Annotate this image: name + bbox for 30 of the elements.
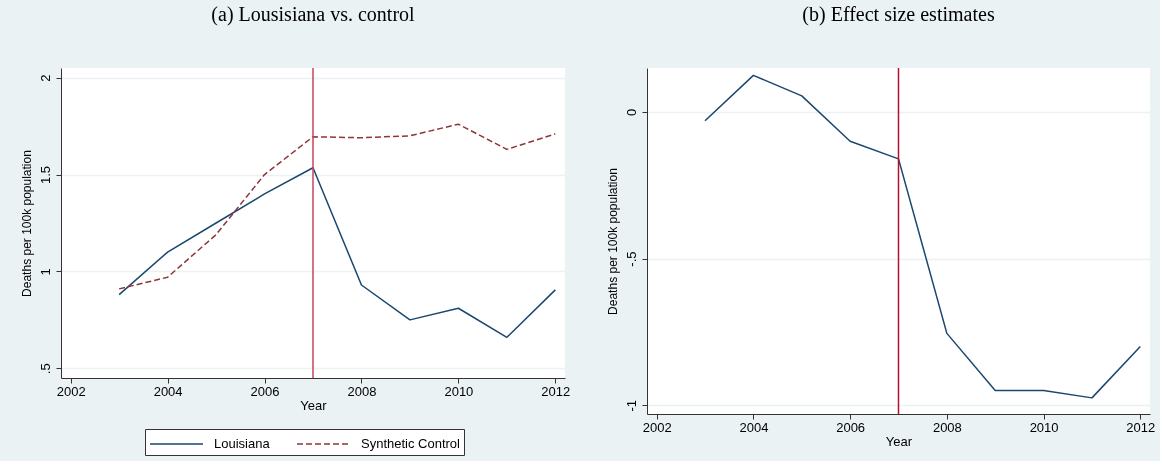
x-tick-label: 2006 [836,419,866,435]
x-tick-label: 2004 [153,383,183,399]
y-tick-label: 1 [37,268,53,276]
x-axis-title: Year [300,397,328,413]
x-axis-title: Year [885,433,913,449]
x-tick-label: 2008 [932,419,962,435]
legend-label: Synthetic Control [361,436,461,451]
y-tick-label: 2 [37,74,53,82]
x-tick-label: 2012 [541,383,571,399]
y-tick-label: .5 [37,363,53,375]
y-tick-label: -1 [623,399,639,412]
x-tick-label: 2002 [56,383,86,399]
line-series [118,123,557,290]
chart-title: (a) Lousisiana vs. control [211,3,416,27]
chart-title: (b) Effect size estimates [802,3,995,27]
y-tick-label: 0 [623,108,639,117]
x-tick-label: 2004 [739,419,769,435]
x-tick-label: 2002 [642,419,672,435]
x-tick-label: 2010 [1029,419,1059,435]
x-tick-label: 2012 [1126,419,1156,435]
x-tick-label: 2008 [347,383,377,399]
line-series [704,74,1142,399]
y-axis-title: Deaths per 100k population [19,150,34,297]
line-series [118,167,557,339]
x-tick-label: 2010 [444,383,474,399]
legend-label: Louisiana [214,436,271,451]
x-tick-label: 2006 [250,383,280,399]
y-tick-label: -.5 [623,251,639,267]
y-tick-label: 1.5 [37,166,53,185]
y-axis-title: Deaths per 100k population [605,168,620,315]
